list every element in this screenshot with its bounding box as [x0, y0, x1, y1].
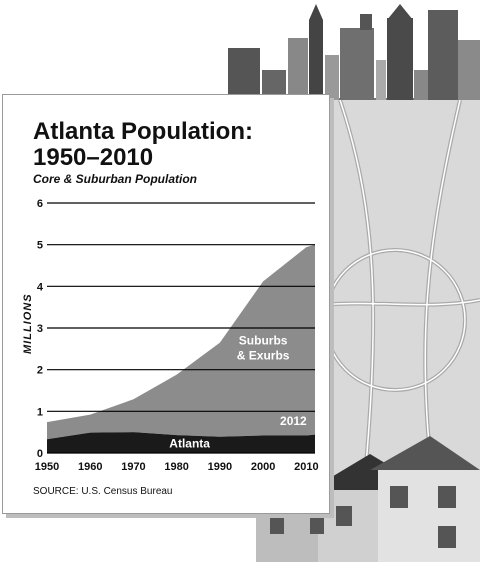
series-area-atlanta — [47, 432, 315, 453]
annotation-2: 2012 — [280, 414, 307, 428]
skyline-illustration — [206, 4, 480, 115]
annotation-1: & Exurbs — [237, 348, 290, 362]
x-tick-label-1960: 1960 — [78, 461, 102, 473]
chart-title: Atlanta Population: 1950–2010 — [33, 119, 313, 171]
y-tick-label-4: 4 — [37, 281, 44, 293]
y-tick-label-3: 3 — [37, 323, 43, 335]
series-label-atlanta: Atlanta — [169, 437, 210, 451]
y-tick-label-0: 0 — [37, 448, 43, 460]
annotation-0: Suburbs — [239, 334, 288, 348]
x-tick-label-1990: 1990 — [208, 461, 232, 473]
y-tick-label-6: 6 — [37, 198, 43, 210]
source-note: SOURCE: U.S. Census Bureau — [33, 486, 173, 497]
x-tick-label-1970: 1970 — [121, 461, 145, 473]
y-tick-label-2: 2 — [37, 365, 43, 377]
x-tick-label-2010: 2010 — [294, 461, 318, 473]
title-line-2: 1950–2010 — [33, 144, 154, 171]
y-tick-label-5: 5 — [37, 240, 43, 252]
x-tick-label-1980: 1980 — [164, 461, 188, 473]
x-tick-label-2000: 2000 — [251, 461, 275, 473]
title-line-1: Atlanta Population: — [33, 118, 253, 145]
area-chart: 0 1 2 3 4 5 6 1950 1960 1970 1980 1990 2000 2010 Atlan… — [35, 198, 319, 473]
x-tick-label-1950: 1950 — [35, 461, 59, 473]
chart-subtitle: Core & Suburban Population — [33, 172, 197, 186]
y-tick-label-1: 1 — [37, 406, 43, 418]
series-area-suburbs-exurbs — [47, 244, 315, 440]
